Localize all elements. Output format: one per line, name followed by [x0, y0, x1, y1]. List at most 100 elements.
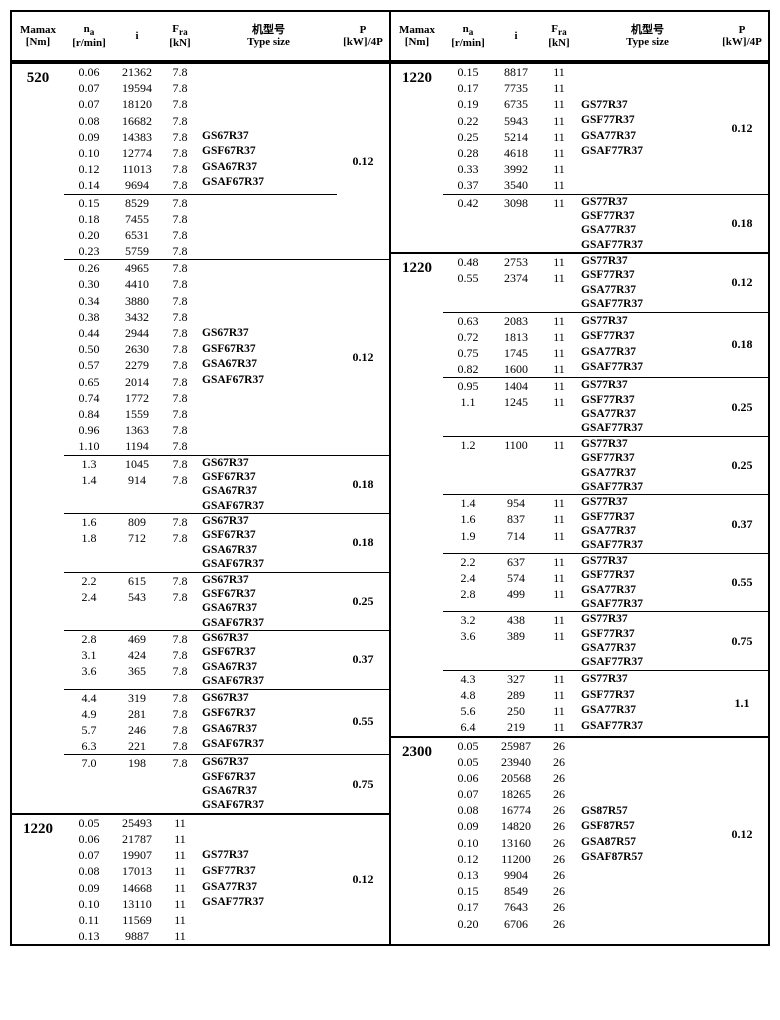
data-row: 0.13 9887 11: [64, 928, 200, 944]
mamax-value: 520: [12, 64, 64, 813]
data-row: 0.09 14383 7.8: [64, 129, 200, 145]
type-size: GS67R37: [202, 326, 337, 342]
data-row: 0.42 3098 11: [443, 195, 579, 211]
cell-i: 914: [114, 472, 160, 488]
cell-na: 0.44: [64, 325, 114, 341]
data-row: 0.65 2014 7.8: [64, 374, 200, 390]
cell-i: 2279: [114, 357, 160, 373]
cell-i: 21787: [114, 831, 160, 847]
type-size: [581, 773, 716, 789]
type-column: GS67R37GSF67R37GSA67R37GSAF67R37: [200, 514, 337, 572]
cell-fra: 11: [539, 671, 579, 687]
type-size: GSA77R37: [581, 524, 716, 538]
data-row: 0.37 3540 11: [443, 177, 579, 193]
hdr-fra: Fra[kN]: [539, 12, 579, 60]
type-size: GSAF67R37: [202, 175, 337, 191]
cell-i: 13160: [493, 835, 539, 851]
cell-na: 0.09: [64, 880, 114, 896]
rows: 0.15 8817 11 0.17 7735 11 0.19 6735 11 0…: [443, 64, 716, 194]
data-row: 2.8 469 7.8: [64, 631, 200, 647]
type-size: GSAF67R37: [202, 616, 337, 630]
left-column: Mamax[Nm] na[r/min] i Fra[kN] 机型号Type si…: [12, 12, 390, 944]
cell-fra: 7.8: [160, 260, 200, 276]
cell-na: 0.07: [64, 847, 114, 863]
cell-fra: 11: [539, 528, 579, 544]
type-size: GSF77R37: [581, 209, 716, 223]
section: 1.4 954 11 1.6 837 11 1.9 714 11 GS77R37…: [443, 494, 768, 553]
rows: 7.0 198 7.8 GS67R37GSF67R37GSA67R37GSAF6…: [64, 755, 337, 813]
section: 4.3 327 11 4.8 289 11 5.6 250 11 6.4: [443, 670, 768, 736]
cell-i: 424: [114, 647, 160, 663]
data-row: 0.05 25987 26: [443, 738, 579, 754]
cell-i: 3540: [493, 177, 539, 193]
cell-i: 25987: [493, 738, 539, 754]
cell-na: 1.8: [64, 530, 114, 546]
cell-i: 2083: [493, 313, 539, 329]
data-lines: 1.2 1100 11: [443, 437, 579, 495]
cell-fra: 26: [539, 738, 579, 754]
sub-block: 0.15 8817 11 0.17 7735 11 0.19 6735 11 0…: [443, 64, 716, 194]
mamax-group: 520 0.06 21362 7.8 0.07 19594 7.8: [12, 62, 389, 813]
hdr-mamax: Mamax[Nm]: [391, 12, 443, 60]
type-column: GS67R37GSF67R37GSA67R37GSAF67R37: [200, 631, 337, 689]
sub-block: 1.4 954 11 1.6 837 11 1.9 714 11 GS77R37…: [443, 495, 716, 553]
cell-na: 0.08: [443, 802, 493, 818]
data-row: 0.06 20568 26: [443, 770, 579, 786]
data-lines: 0.63 2083 11 0.72 1813 11 0.75 1745 11 0…: [443, 313, 579, 378]
cell-i: 2014: [114, 374, 160, 390]
data-row: 0.38 3432 7.8: [64, 309, 200, 325]
mamax-value: 1220: [391, 254, 443, 736]
rows: 1.6 809 7.8 1.8 712 7.8 GS67R37GSF67R37G…: [64, 514, 337, 572]
cell-i: 16682: [114, 113, 160, 129]
data-row: 0.07 19594 7.8: [64, 80, 200, 96]
cell-i: 8529: [114, 195, 160, 211]
cell-i: 4410: [114, 276, 160, 292]
cell-i: 198: [114, 755, 160, 771]
section: 1.2 1100 11 GS77R37GSF77R37GSA77R37GSAF7…: [443, 436, 768, 495]
rows: 1.4 954 11 1.6 837 11 1.9 714 11 GS77R37…: [443, 495, 716, 553]
cell-i: 9694: [114, 177, 160, 193]
rows: 1.2 1100 11 GS77R37GSF77R37GSA77R37GSAF7…: [443, 437, 716, 495]
data-row: 6.4 219 11: [443, 719, 579, 735]
type-size: [581, 67, 716, 83]
type-size: GSF77R37: [581, 329, 716, 345]
section: 3.2 438 11 3.6 389 11 GS77R37GSF77R37GSA…: [443, 611, 768, 670]
cell-i: 438: [493, 612, 539, 628]
cell-na: 0.17: [443, 899, 493, 915]
section: 0.15 8817 11 0.17 7735 11 0.19 6735 11 0…: [443, 64, 768, 194]
cell-fra: 11: [539, 687, 579, 703]
power-value: 0.12: [716, 254, 768, 312]
type-size: [202, 911, 337, 927]
type-size: GSA77R37: [581, 345, 716, 361]
type-size: GSF67R37: [202, 770, 337, 784]
cell-i: 246: [114, 722, 160, 738]
type-size: GSF87R57: [581, 819, 716, 835]
type-size: GS77R37: [581, 437, 716, 451]
data-lines: 0.06 21362 7.8 0.07 19594 7.8 0.07 18120…: [64, 64, 200, 194]
cell-na: 1.10: [64, 438, 114, 454]
power-value: 0.75: [716, 612, 768, 670]
section: 2.8 469 7.8 3.1 424 7.8 3.6 365 7.8 GS67…: [64, 630, 389, 689]
cell-fra: 11: [539, 628, 579, 644]
section: 0.26 4965 7.8 0.30 4410 7.8 0.34 3880 7.…: [64, 259, 389, 454]
right-column: Mamax[Nm] na[r/min] i Fra[kN] 机型号Type si…: [390, 12, 768, 944]
cell-fra: 7.8: [160, 663, 200, 679]
data-row: 0.28 4618 11: [443, 145, 579, 161]
cell-i: 6706: [493, 916, 539, 932]
power-value: 0.12: [716, 738, 768, 932]
cell-i: 1194: [114, 438, 160, 454]
cell-na: 6.4: [443, 719, 493, 735]
type-size: GSAF87R57: [581, 850, 716, 866]
data-row: 0.95 1404 11: [443, 378, 579, 394]
hdr-i: i: [114, 12, 160, 60]
cell-i: 1404: [493, 378, 539, 394]
cell-fra: 26: [539, 754, 579, 770]
cell-i: 327: [493, 671, 539, 687]
type-size: GSAF67R37: [202, 373, 337, 389]
power-value: 0.25: [716, 378, 768, 436]
hdr-fra: Fra[kN]: [160, 12, 200, 60]
cell-fra: 11: [539, 570, 579, 586]
data-row: 3.6 365 7.8: [64, 663, 200, 679]
cell-na: 0.05: [443, 754, 493, 770]
cell-fra: 7.8: [160, 80, 200, 96]
